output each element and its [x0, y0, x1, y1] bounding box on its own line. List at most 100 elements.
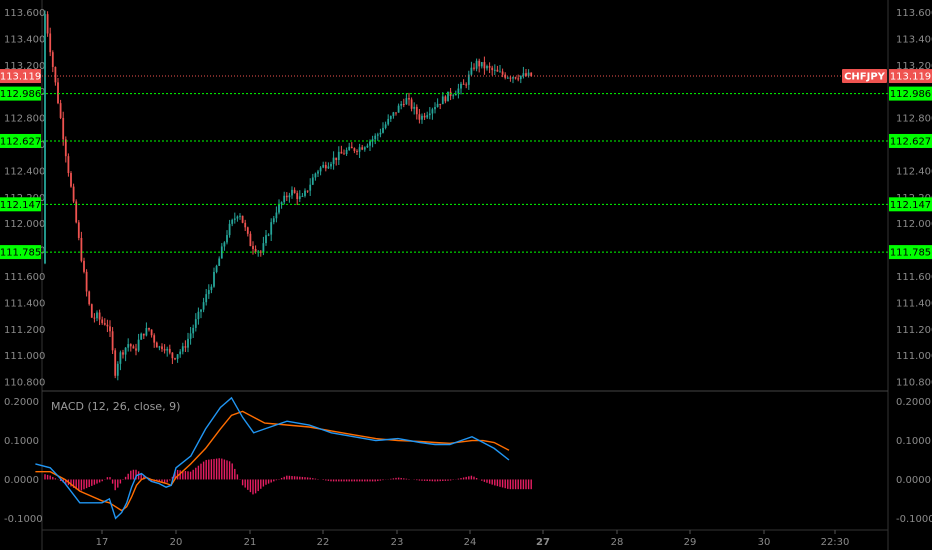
candle-body: [488, 66, 491, 68]
candle-body: [174, 358, 176, 360]
candle-body: [296, 193, 299, 199]
price-tick-label-right: 112.800: [896, 114, 932, 125]
candle-body: [418, 114, 421, 120]
candle-body: [44, 14, 46, 264]
candle-body: [501, 71, 504, 75]
price-level-tag-left: [0, 133, 41, 148]
macd-title: MACD (12, 26, close, 9): [51, 400, 180, 413]
candle-body: [184, 346, 187, 348]
candle-body: [392, 112, 395, 117]
candle-body: [267, 234, 270, 236]
candle-body: [93, 317, 96, 319]
candle-body: [460, 83, 462, 89]
candle-body: [49, 33, 52, 53]
candle-body: [384, 124, 387, 128]
candle-body: [176, 354, 179, 359]
price-level-tag-right: [889, 86, 932, 101]
macd-tick-label-right: 0.2000: [896, 397, 931, 408]
candle-body: [327, 166, 330, 169]
candle-body: [382, 127, 384, 133]
candle-body: [64, 139, 67, 157]
candle-body: [194, 319, 197, 328]
candle-body: [265, 235, 267, 244]
candle-body: [319, 167, 322, 172]
candle-body: [270, 222, 273, 235]
candle-body: [465, 84, 468, 86]
candle-body: [293, 189, 296, 194]
macd-tick-label-left: 0.2000: [4, 397, 39, 408]
candle-body: [436, 103, 439, 107]
candle-body: [179, 351, 182, 355]
candle-body: [202, 302, 205, 310]
candle-body: [426, 115, 429, 118]
candle-body: [168, 348, 171, 353]
candle-body: [506, 77, 509, 79]
candle-body: [509, 77, 512, 79]
candle-body: [124, 347, 127, 355]
candle-body: [127, 344, 130, 348]
candle-body: [447, 91, 449, 102]
candle-body: [470, 67, 473, 75]
candle-body: [275, 212, 278, 219]
candle-body: [200, 309, 202, 312]
price-level-tag-left: [0, 245, 41, 260]
candle-body: [220, 246, 223, 259]
candle-body: [499, 71, 501, 73]
candle-body: [379, 132, 382, 135]
candle-body: [106, 324, 109, 327]
symbol-label: CHFJPY: [844, 72, 886, 83]
price-tick-label-left: 110.800: [4, 378, 45, 389]
price-level-tag-right: [889, 245, 932, 260]
macd-pane[interactable]: 0.2000 0.2000 0.1000 0.1000 0.0000 0.0000 -0.1…: [4, 396, 932, 525]
candle-body: [402, 103, 405, 105]
candle-body: [88, 291, 91, 305]
candle-body: [145, 327, 148, 336]
candle-body: [452, 95, 455, 97]
candle-body: [226, 235, 228, 243]
candle-body: [155, 342, 158, 348]
candle-body: [103, 323, 106, 325]
candle-body: [309, 184, 312, 191]
price-tick-label-right: 112.000: [896, 219, 932, 230]
price-level-tag-left: [0, 86, 41, 101]
price-levels[interactable]: 112.986 112.986 112.627 112.627 112.147 112.1…: [0, 86, 932, 260]
candle-body: [415, 106, 418, 115]
last-price-label-right: 113.119: [890, 72, 931, 83]
macd-tick-label-left: 0.1000: [4, 436, 39, 447]
price-tick-label-left: 112.000: [4, 219, 45, 230]
x-tick-label: 21: [244, 537, 257, 548]
candle-body: [210, 286, 213, 291]
candle-body: [231, 219, 234, 224]
candle-body: [514, 77, 517, 79]
candle-body: [475, 60, 478, 69]
candle-body: [98, 312, 101, 320]
candle-body: [83, 260, 85, 272]
candle-body: [317, 171, 319, 174]
candle-body: [361, 147, 364, 150]
symbol-tag: [842, 69, 887, 84]
candle-body: [491, 67, 494, 71]
candle-body: [353, 148, 356, 151]
price-level-label-left: 111.785: [0, 248, 41, 259]
candle-body: [116, 363, 119, 376]
candle-body: [57, 82, 59, 104]
candle-body: [140, 333, 143, 340]
candle-body: [431, 109, 434, 114]
last-price-markers: 113.119 CHFJPY 113.119: [0, 69, 932, 84]
candle-body: [389, 116, 392, 119]
candle-body: [246, 227, 249, 234]
macd-tick-label-right: 0.1000: [896, 436, 931, 447]
candle-body: [301, 195, 304, 197]
candle-body: [441, 96, 444, 105]
candle-body: [163, 349, 166, 351]
candle-body: [298, 196, 301, 199]
candle-body: [153, 335, 156, 343]
candle-body: [408, 98, 410, 100]
candle-body: [467, 74, 470, 85]
price-tick-label-right: 113.400: [896, 34, 932, 45]
candle-body: [244, 222, 247, 228]
candle-body: [80, 237, 83, 261]
candle-body: [189, 333, 192, 339]
